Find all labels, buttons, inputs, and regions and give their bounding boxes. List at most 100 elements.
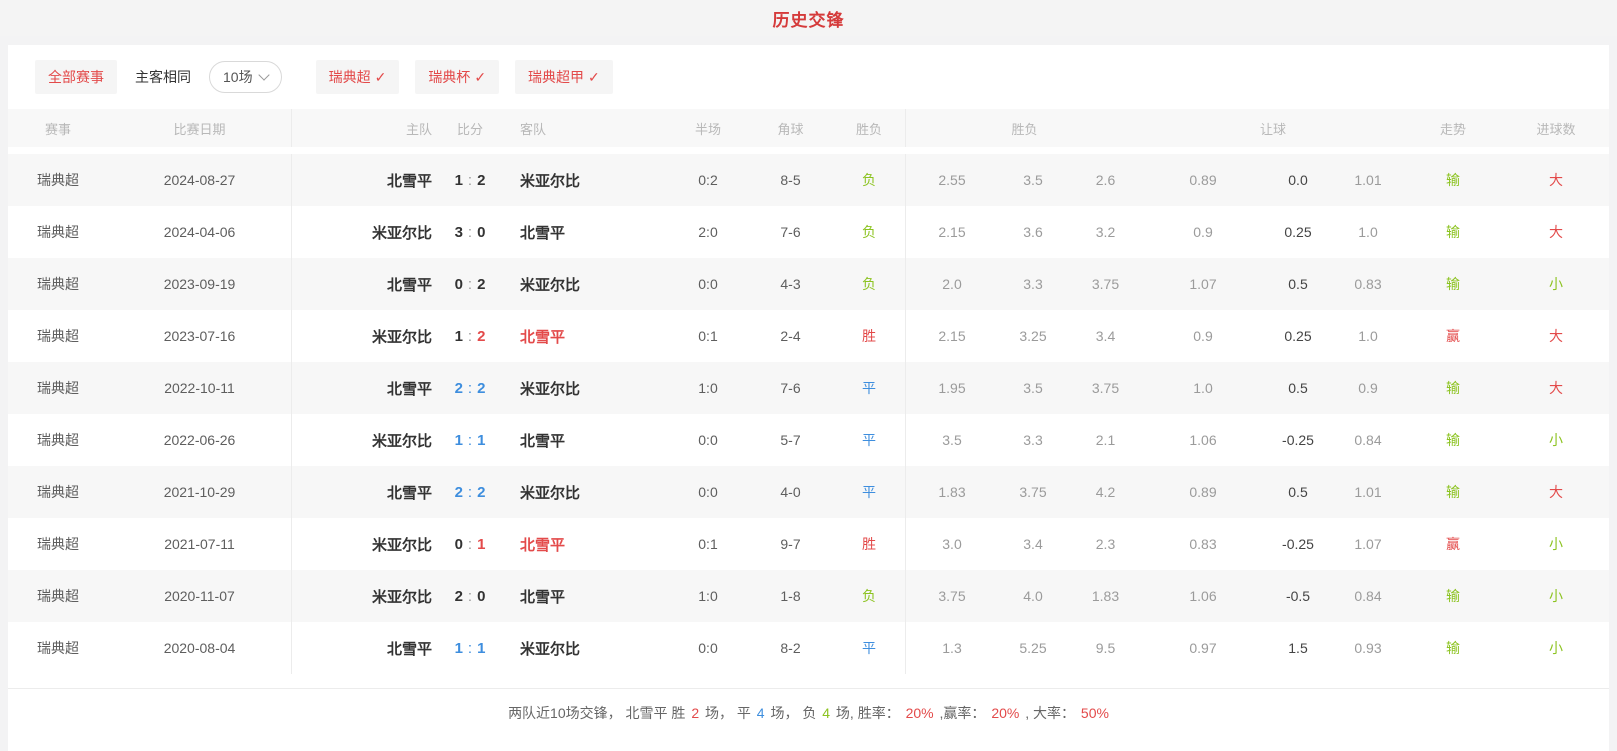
- same-venue-button[interactable]: 主客相同: [131, 60, 195, 94]
- score-home: 2: [454, 379, 463, 397]
- header-home: 主队: [291, 109, 440, 147]
- score-colon: :: [467, 379, 473, 397]
- cell-trend: 输: [1446, 640, 1460, 656]
- cell-odds-3: 1.83: [1091, 588, 1120, 604]
- cell-league: 瑞典超: [37, 276, 79, 292]
- filter-bar: 全部赛事 主客相同 10场 瑞典超 ✓ 瑞典杯 ✓ 瑞典超甲 ✓: [8, 45, 1609, 109]
- cell-handicap-1: 1.06: [1189, 588, 1217, 604]
- cell-corners: 7-6: [780, 224, 801, 240]
- cell-odds-2: 3.25: [1019, 328, 1047, 344]
- cell-home-team: 北雪平: [291, 154, 440, 206]
- cell-handicap-1: 0.89: [1189, 172, 1217, 188]
- cell-result: 负: [862, 224, 876, 240]
- cell-handicap-1: 0.97: [1189, 640, 1217, 656]
- score-home: 1: [454, 639, 463, 657]
- score-colon: :: [467, 275, 473, 293]
- table-row[interactable]: 瑞典超 2023-07-16 米亚尔比 1:2 北雪平 0:1 2-4 胜 2.…: [8, 310, 1609, 362]
- league-filters: 瑞典超 ✓ 瑞典杯 ✓ 瑞典超甲 ✓: [315, 60, 613, 94]
- cell-odds-1: 1.3: [905, 622, 998, 674]
- cell-handicap-3: 1.07: [1354, 536, 1382, 552]
- history-card: 全部赛事 主客相同 10场 瑞典超 ✓ 瑞典杯 ✓ 瑞典超甲 ✓ 赛事 比赛日期…: [8, 45, 1609, 751]
- cell-away-team: 米亚尔比: [520, 640, 581, 658]
- cell-goals: 大: [1549, 484, 1563, 500]
- score-home: 1: [454, 171, 463, 189]
- score-home: 1: [454, 431, 463, 449]
- cell-home-team: 米亚尔比: [291, 206, 440, 258]
- score-away: 2: [477, 171, 486, 189]
- cell-goals: 小: [1549, 536, 1563, 552]
- cell-handicap-2: 0.0: [1288, 172, 1308, 188]
- cell-handicap-1: 1.06: [1189, 432, 1217, 448]
- table-header: 赛事 比赛日期 主队 比分 客队 半场 角球 胜负 胜负 让球 走势 进球数: [8, 109, 1609, 147]
- cell-odds-1: 2.0: [905, 258, 998, 310]
- cell-odds-3: 2.3: [1095, 536, 1116, 552]
- table-row[interactable]: 瑞典超 2021-07-11 米亚尔比 0:1 北雪平 0:1 9-7 胜 3.…: [8, 518, 1609, 570]
- cell-goals: 小: [1549, 640, 1563, 656]
- league-filter-button[interactable]: 瑞典杯 ✓: [415, 60, 500, 94]
- score-away: 1: [477, 535, 486, 553]
- header-score: 比分: [456, 121, 483, 137]
- cell-halftime: 0:1: [698, 328, 718, 344]
- cell-league: 瑞典超: [37, 536, 79, 552]
- score-away: 2: [477, 327, 486, 345]
- cell-date: 2020-08-04: [163, 640, 236, 656]
- cell-date: 2024-08-27: [163, 172, 236, 188]
- table-row[interactable]: 瑞典超 2023-09-19 北雪平 0:2 米亚尔比 0:0 4-3 负 2.…: [8, 258, 1609, 310]
- table-row[interactable]: 瑞典超 2020-11-07 米亚尔比 2:0 北雪平 1:0 1-8 负 3.…: [8, 570, 1609, 622]
- table-row[interactable]: 瑞典超 2024-08-27 北雪平 1:2 米亚尔比 0:2 8-5 负 2.…: [8, 154, 1609, 206]
- score-away: 2: [477, 483, 486, 501]
- table-row[interactable]: 瑞典超 2022-10-11 北雪平 2:2 米亚尔比 1:0 7-6 平 1.…: [8, 362, 1609, 414]
- header-date: 比赛日期: [173, 121, 226, 137]
- cell-handicap-3: 0.83: [1354, 276, 1382, 292]
- cell-league: 瑞典超: [37, 380, 79, 396]
- cell-odds-3: 4.2: [1095, 484, 1116, 500]
- score-colon: :: [467, 327, 473, 345]
- all-events-button[interactable]: 全部赛事: [35, 60, 117, 94]
- cell-score: 2:2: [440, 362, 500, 414]
- cell-score: 2:0: [440, 570, 500, 622]
- cell-odds-1: 2.15: [905, 310, 998, 362]
- cell-handicap-2: 0.5: [1288, 484, 1308, 500]
- cell-score: 1:1: [440, 622, 500, 674]
- header-odds-group: 胜负: [905, 109, 1143, 147]
- cell-odds-3: 9.5: [1095, 640, 1116, 656]
- cell-score: 1:2: [440, 310, 500, 362]
- table-row[interactable]: 瑞典超 2022-06-26 米亚尔比 1:1 北雪平 0:0 5-7 平 3.…: [8, 414, 1609, 466]
- cell-score: 1:2: [440, 154, 500, 206]
- league-filter-label: 瑞典杯: [428, 69, 471, 85]
- cell-odds-2: 3.3: [1023, 432, 1043, 448]
- cell-result: 负: [862, 172, 876, 188]
- cell-date: 2023-09-19: [163, 276, 236, 292]
- cell-handicap-3: 0.93: [1354, 640, 1382, 656]
- cell-result: 胜: [862, 328, 876, 344]
- cell-odds-2: 3.5: [1023, 172, 1043, 188]
- table-row[interactable]: 瑞典超 2020-08-04 北雪平 1:1 米亚尔比 0:0 8-2 平 1.…: [8, 622, 1609, 674]
- league-filter-button[interactable]: 瑞典超 ✓: [315, 60, 400, 94]
- table-row[interactable]: 瑞典超 2021-10-29 北雪平 2:2 米亚尔比 0:0 4-0 平 1.…: [8, 466, 1609, 518]
- cell-halftime: 0:0: [698, 484, 718, 500]
- score-away: 2: [477, 275, 486, 293]
- score-colon: :: [467, 171, 473, 189]
- cell-trend: 输: [1446, 432, 1460, 448]
- cell-handicap-2: -0.5: [1285, 588, 1311, 604]
- cell-date: 2023-07-16: [163, 328, 236, 344]
- cell-handicap-2: -0.25: [1282, 432, 1314, 448]
- cell-odds-2: 3.75: [1019, 484, 1047, 500]
- cell-corners: 8-2: [780, 640, 801, 656]
- cell-handicap-3: 1.01: [1354, 172, 1382, 188]
- score-away: 0: [477, 587, 486, 605]
- cell-odds-3: 3.4: [1095, 328, 1116, 344]
- cell-home-team: 米亚尔比: [291, 414, 440, 466]
- table-row[interactable]: 瑞典超 2024-04-06 米亚尔比 3:0 北雪平 2:0 7-6 负 2.…: [8, 206, 1609, 258]
- cell-goals: 小: [1549, 432, 1563, 448]
- league-filter-button[interactable]: 瑞典超甲 ✓: [515, 60, 613, 94]
- match-count-select[interactable]: 10场: [209, 61, 282, 93]
- cell-odds-1: 3.75: [905, 570, 998, 622]
- cell-away-team: 米亚尔比: [520, 484, 581, 502]
- cell-home-team: 米亚尔比: [291, 310, 440, 362]
- cell-handicap-3: 1.0: [1358, 224, 1378, 240]
- check-icon: ✓: [374, 69, 387, 85]
- header-spacer: [8, 147, 1609, 154]
- cell-league: 瑞典超: [37, 432, 79, 448]
- cell-odds-2: 3.6: [1023, 224, 1043, 240]
